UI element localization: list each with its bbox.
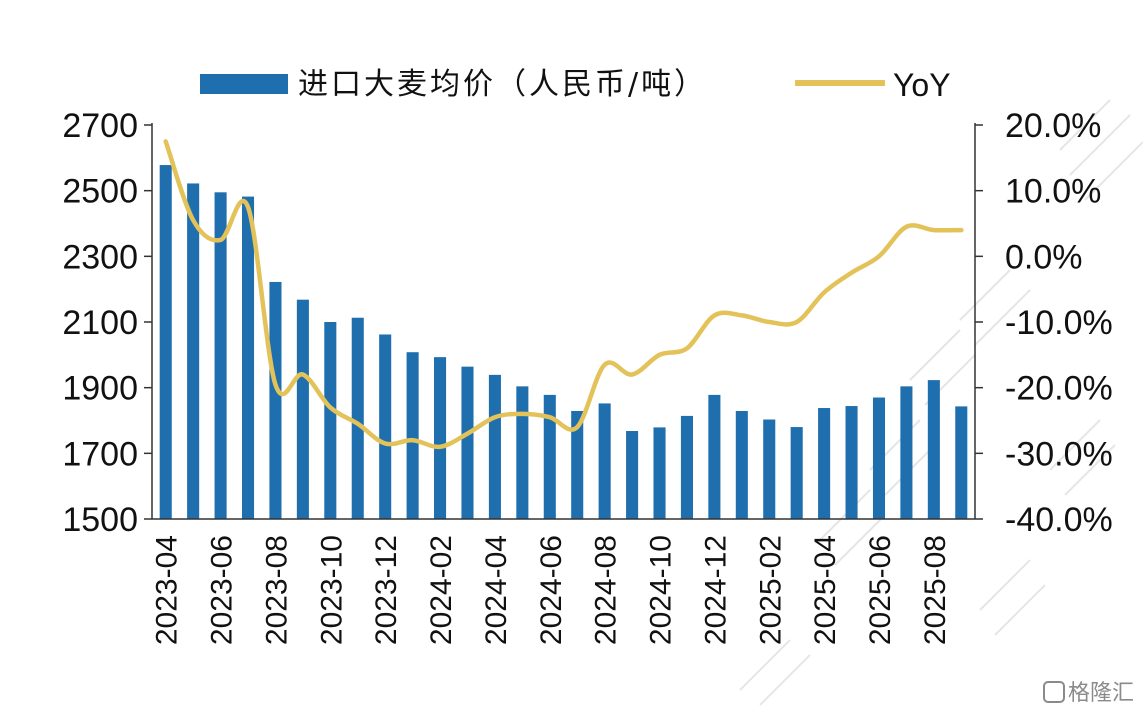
y-right-tick-label: 20.0% (1005, 107, 1101, 145)
bar (955, 406, 968, 519)
bar (214, 192, 227, 519)
x-tick-label: 2025-06 (864, 535, 897, 645)
bar (680, 415, 693, 519)
bar (818, 408, 831, 519)
bar (872, 397, 886, 519)
x-tick-label: 2024-08 (590, 535, 623, 645)
y-right-tick-label: -30.0% (1005, 435, 1113, 473)
legend-line-label: YoY (893, 67, 951, 103)
bar (434, 357, 447, 519)
x-tick-label: 2023-08 (260, 535, 293, 645)
bar (927, 380, 940, 519)
bar (488, 374, 501, 519)
x-axis: 2023-04 2023-06 2023-08 2023-10 2023-12 2024-… (151, 535, 952, 645)
x-tick-label: 2023-06 (206, 535, 239, 645)
y-left-tick-label: 2500 (62, 173, 138, 211)
bar (406, 352, 419, 519)
x-tick-label: 2024-02 (425, 535, 458, 645)
y-right-tick-label: 0.0% (1005, 238, 1083, 276)
bar (187, 183, 200, 519)
y-left-tick-label: 1900 (62, 370, 138, 408)
y-left-tick-label: 1700 (62, 435, 138, 473)
bar (516, 386, 529, 519)
bar (900, 386, 913, 519)
y-right-tick-label: -40.0% (1005, 501, 1113, 539)
bar (571, 410, 584, 519)
x-tick-label: 2024-12 (699, 535, 732, 645)
bar (461, 366, 474, 519)
bar (296, 299, 309, 519)
bar (790, 427, 803, 519)
legend: 进口大麦均价（人民币/吨） YoY (200, 67, 951, 103)
bar (653, 427, 666, 519)
x-tick-label: 2025-02 (754, 535, 787, 645)
x-tick-label: 2025-08 (919, 535, 952, 645)
watermark-logo-icon (1043, 681, 1065, 703)
x-tick-label: 2024-06 (535, 535, 568, 645)
legend-bar-label: 进口大麦均价（人民币/吨） (298, 67, 707, 102)
axes (151, 123, 976, 520)
bar (626, 431, 639, 519)
y-left-tick-label: 2700 (62, 107, 138, 145)
bar (351, 317, 364, 519)
bar-series (159, 165, 968, 519)
bar (241, 196, 255, 519)
x-tick-label: 2023-10 (315, 535, 348, 645)
x-tick-label: 2023-04 (151, 535, 184, 645)
bar (598, 403, 611, 519)
bar (845, 406, 858, 519)
yoy-line (163, 139, 964, 450)
bar (159, 165, 172, 519)
bar (543, 394, 556, 519)
y-right-tick-label: 10.0% (1005, 173, 1101, 211)
bar (379, 334, 392, 519)
bar (269, 281, 282, 519)
x-tick-label: 2024-10 (645, 535, 678, 645)
bar (324, 322, 337, 519)
watermark: 格隆汇 (1043, 680, 1134, 705)
y-axis-right: -40.0% -30.0% -20.0% -10.0% 0.0% 10.0% 20.0% (975, 107, 1113, 539)
bar (708, 394, 721, 519)
bar (763, 419, 776, 519)
x-tick-label: 2024-04 (480, 535, 513, 645)
y-left-tick-label: 1500 (62, 501, 138, 539)
y-right-tick-label: -20.0% (1005, 370, 1113, 408)
bar (735, 410, 748, 519)
legend-bar-swatch (200, 74, 288, 94)
watermark-text: 格隆汇 (1068, 680, 1134, 705)
yoy-series (163, 139, 964, 450)
y-axis-left: 1500 1700 1900 2100 2300 2500 2700 (62, 107, 152, 539)
x-tick-label: 2023-12 (370, 535, 403, 645)
y-left-tick-label: 2300 (62, 238, 138, 276)
y-left-tick-label: 2100 (62, 304, 138, 342)
y-right-tick-label: -10.0% (1005, 304, 1113, 342)
background-watermark-pattern (739, 99, 1143, 706)
x-tick-label: 2025-04 (809, 535, 842, 645)
